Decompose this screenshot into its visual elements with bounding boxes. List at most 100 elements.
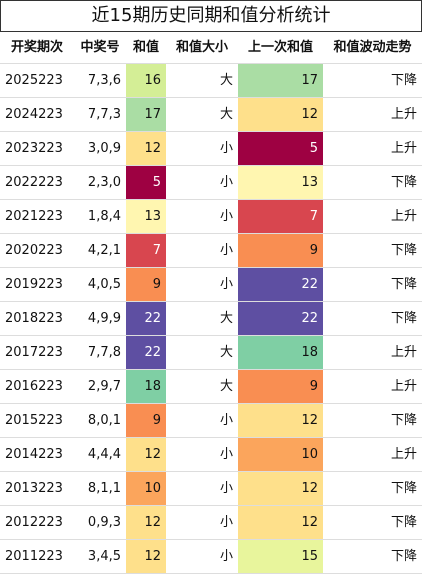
sum-cell: 12: [126, 506, 166, 539]
numbers-cell: 3,4,5: [87, 549, 121, 564]
sum-cell: 13: [126, 200, 166, 233]
numbers-cell: 7,7,8: [87, 345, 121, 360]
numbers-cell: 2,9,7: [87, 379, 121, 394]
period-cell: 2023223: [5, 141, 63, 156]
trend-cell: 上升: [390, 379, 417, 394]
size-cell: 小: [219, 175, 233, 190]
size-cell: 小: [219, 447, 233, 462]
sum-cell: 22: [126, 336, 166, 369]
sum-cell: 12: [126, 540, 166, 573]
prev-sum-cell: 12: [238, 506, 323, 539]
numbers-cell: 2,3,0: [87, 175, 121, 190]
prev-sum-cell: 22: [238, 268, 323, 301]
row-line: [0, 335, 422, 336]
period-cell: 2024223: [5, 107, 63, 122]
size-cell: 大: [219, 311, 233, 326]
sum-cell: 10: [126, 472, 166, 505]
prev-sum-cell: 10: [238, 438, 323, 471]
header-cell: 和值: [132, 40, 159, 55]
row-line: [0, 403, 422, 404]
row-line: [0, 97, 422, 98]
size-cell: 大: [219, 345, 233, 360]
numbers-cell: 4,9,9: [87, 311, 121, 326]
prev-sum-cell: 13: [238, 166, 323, 199]
row-line: [0, 131, 422, 132]
sum-cell: 16: [126, 64, 166, 97]
numbers-cell: 4,4,4: [87, 447, 121, 462]
period-cell: 2015223: [5, 413, 63, 428]
size-cell: 小: [219, 243, 233, 258]
sum-cell: 17: [126, 98, 166, 131]
row-line: [0, 369, 422, 370]
sum-cell: 9: [126, 404, 166, 437]
sum-cell: 5: [126, 166, 166, 199]
trend-cell: 下降: [390, 73, 417, 88]
prev-sum-cell: 12: [238, 472, 323, 505]
row-line: [0, 199, 422, 200]
row-line: [0, 301, 422, 302]
period-cell: 2011223: [5, 549, 63, 564]
numbers-cell: 4,0,5: [87, 277, 121, 292]
trend-cell: 上升: [390, 345, 417, 360]
prev-sum-cell: 9: [238, 370, 323, 403]
trend-cell: 下降: [390, 481, 417, 496]
numbers-cell: 3,0,9: [87, 141, 121, 156]
header-cell: 和值波动走势: [333, 40, 412, 55]
row-line: [0, 437, 422, 438]
sum-cell: 7: [126, 234, 166, 267]
header-cell: 和值大小: [175, 40, 228, 55]
prev-sum-cell: 12: [238, 98, 323, 131]
prev-sum-cell: 5: [238, 132, 323, 165]
period-cell: 2018223: [5, 311, 63, 326]
numbers-cell: 7,3,6: [87, 73, 121, 88]
size-cell: 大: [219, 73, 233, 88]
size-cell: 小: [219, 141, 233, 156]
row-line: [0, 573, 422, 574]
trend-cell: 上升: [390, 107, 417, 122]
trend-cell: 下降: [390, 515, 417, 530]
prev-sum-cell: 15: [238, 540, 323, 573]
row-line: [0, 165, 422, 166]
size-cell: 大: [219, 107, 233, 122]
row-line: [0, 233, 422, 234]
period-cell: 2021223: [5, 209, 63, 224]
sum-cell: 18: [126, 370, 166, 403]
period-cell: 2012223: [5, 515, 63, 530]
numbers-cell: 8,1,1: [87, 481, 121, 496]
period-cell: 2017223: [5, 345, 63, 360]
size-cell: 小: [219, 481, 233, 496]
prev-sum-cell: 7: [238, 200, 323, 233]
table-title: 近15期历史同期和值分析统计: [0, 0, 422, 32]
prev-sum-cell: 17: [238, 64, 323, 97]
prev-sum-cell: 9: [238, 234, 323, 267]
sum-cell: 22: [126, 302, 166, 335]
sum-cell: 9: [126, 268, 166, 301]
row-line: [0, 505, 422, 506]
size-cell: 小: [219, 549, 233, 564]
header-cell: 上一次和值: [247, 40, 313, 55]
period-cell: 2014223: [5, 447, 63, 462]
numbers-cell: 0,9,3: [87, 515, 121, 530]
header-cell: 中奖号: [80, 40, 120, 55]
size-cell: 小: [219, 515, 233, 530]
period-cell: 2022223: [5, 175, 63, 190]
trend-cell: 下降: [390, 277, 417, 292]
period-cell: 2016223: [5, 379, 63, 394]
numbers-cell: 1,8,4: [87, 209, 121, 224]
row-line: [0, 539, 422, 540]
trend-cell: 上升: [390, 447, 417, 462]
size-cell: 小: [219, 413, 233, 428]
row-line: [0, 63, 422, 64]
period-cell: 2019223: [5, 277, 63, 292]
prev-sum-cell: 12: [238, 404, 323, 437]
prev-sum-cell: 18: [238, 336, 323, 369]
trend-cell: 下降: [390, 175, 417, 190]
numbers-cell: 7,7,3: [87, 107, 121, 122]
size-cell: 小: [219, 209, 233, 224]
period-cell: 2025223: [5, 73, 63, 88]
period-cell: 2020223: [5, 243, 63, 258]
row-line: [0, 267, 422, 268]
prev-sum-cell: 22: [238, 302, 323, 335]
period-cell: 2013223: [5, 481, 63, 496]
